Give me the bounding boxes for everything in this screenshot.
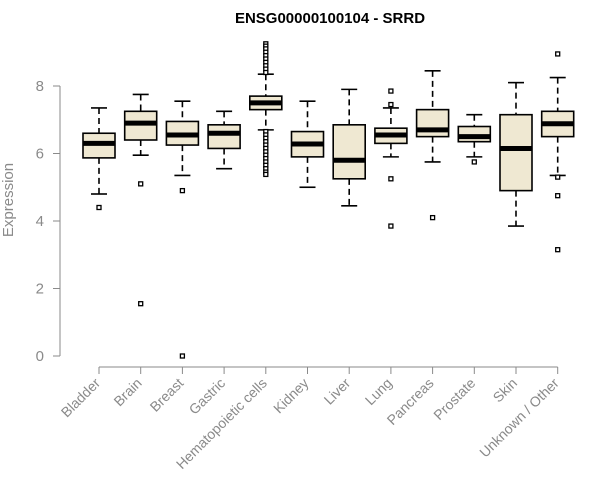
outlier-point xyxy=(388,101,394,108)
box-group xyxy=(123,93,158,307)
y-tick-label: 0 xyxy=(36,348,44,365)
box-group xyxy=(290,100,325,189)
y-tick-label: 8 xyxy=(36,78,44,95)
category-label: Kidney xyxy=(270,375,312,417)
iqr-box xyxy=(457,125,492,143)
outlier-point xyxy=(555,247,561,253)
outlier-point xyxy=(555,193,561,199)
iqr-box xyxy=(499,113,533,192)
outlier-point xyxy=(263,69,269,76)
outlier-point xyxy=(138,301,144,307)
box-group xyxy=(415,70,450,221)
outlier-point xyxy=(388,88,394,94)
box-group xyxy=(82,107,116,211)
box-group xyxy=(165,100,200,359)
iqr-box xyxy=(415,108,450,138)
outlier-point xyxy=(96,204,102,211)
y-axis-label: Expression xyxy=(0,163,17,237)
box-group xyxy=(540,51,575,253)
category-label: Liver xyxy=(321,375,354,408)
category-label: Lung xyxy=(362,375,395,408)
category-label: Skin xyxy=(490,375,521,406)
category-label: Unknown / Other xyxy=(476,375,562,461)
box-group xyxy=(457,113,492,165)
box-group xyxy=(374,88,408,229)
iqr-box xyxy=(123,110,158,141)
boxes xyxy=(82,41,575,359)
axes: 0 2 4 6 8 xyxy=(36,78,559,374)
y-tick-label: 4 xyxy=(36,213,44,230)
box-group xyxy=(332,88,367,207)
outlier-point xyxy=(388,223,394,229)
outlier-point xyxy=(179,187,186,194)
iqr-box xyxy=(332,124,367,180)
outlier-point xyxy=(471,159,477,165)
y-tick-label: 6 xyxy=(36,146,44,163)
box-group xyxy=(249,41,283,178)
y-tick-label: 2 xyxy=(36,281,44,298)
box-group xyxy=(499,81,533,227)
outlier-point xyxy=(388,176,394,182)
category-label: Brain xyxy=(110,375,144,409)
outlier-point xyxy=(179,353,186,359)
outlier-point xyxy=(555,51,561,57)
chart-title: ENSG00000100104 - SRRD xyxy=(235,10,425,27)
box-group xyxy=(207,110,241,170)
outlier-point xyxy=(555,174,561,180)
category-label: Breast xyxy=(147,375,187,415)
outlier-point xyxy=(429,214,436,221)
category-label: Prostate xyxy=(430,375,478,423)
outlier-point xyxy=(263,171,269,178)
category-label: Bladder xyxy=(58,375,104,421)
outlier-point xyxy=(138,181,144,187)
iqr-box xyxy=(207,124,241,150)
